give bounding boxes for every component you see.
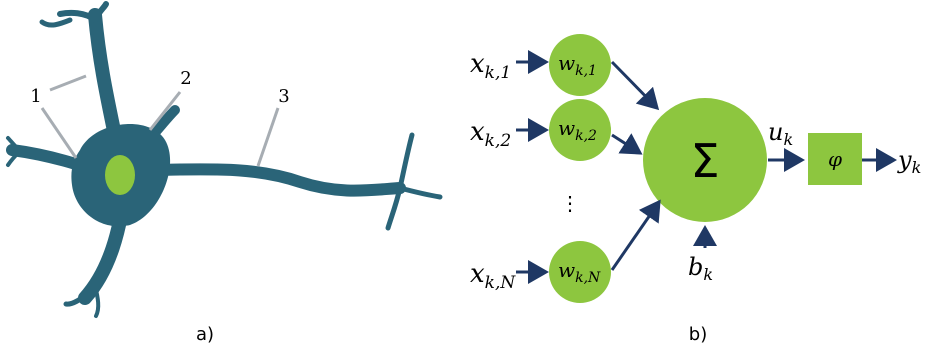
text-part: k: [783, 130, 793, 149]
text-part: k,N: [485, 273, 517, 293]
text-part: w: [558, 51, 575, 75]
text-part: k,1: [485, 63, 512, 83]
input: xk,N: [470, 259, 516, 293]
label: 1: [30, 86, 41, 107]
text-part: w: [558, 258, 575, 282]
input: xk,1: [470, 49, 511, 83]
text-part: k,2: [485, 131, 512, 151]
caption: b): [689, 324, 707, 345]
text-part: u: [768, 118, 783, 146]
text-part: w: [558, 116, 575, 140]
text-part: k: [703, 265, 713, 284]
text-part: k,1: [575, 63, 597, 79]
figure: 1 2 3 a) xk,1 xk,2 xk,N wk,1 wk,2 wk,N ⋮…: [0, 0, 929, 351]
text-part: x: [470, 49, 485, 79]
text-part: b: [688, 253, 703, 281]
text-part: x: [470, 259, 485, 289]
caption: a): [196, 324, 214, 345]
activation-input: uk: [768, 118, 793, 149]
neuron: [8, 4, 440, 316]
text-part: k: [912, 158, 922, 177]
text-part: x: [470, 117, 485, 147]
label: 3: [278, 86, 289, 107]
text-part: y: [897, 146, 912, 174]
input: xk,2: [470, 117, 511, 151]
label: 2: [180, 68, 191, 89]
activation: φ: [828, 147, 842, 171]
text-part: k,N: [575, 270, 601, 286]
text-part: k,2: [575, 128, 597, 144]
bias: bk: [688, 253, 713, 284]
ellipsis: ⋮: [560, 191, 580, 215]
output: yk: [897, 146, 921, 177]
sum: Σ: [690, 134, 719, 188]
